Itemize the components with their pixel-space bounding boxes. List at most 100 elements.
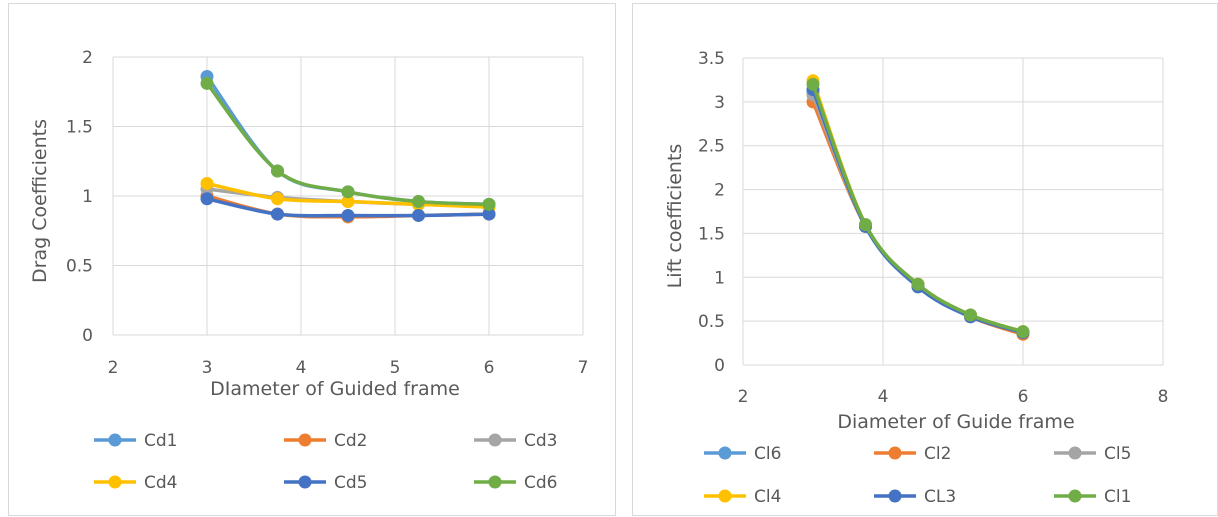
- x-tick-label: 3: [202, 358, 213, 378]
- data-point: [341, 185, 355, 199]
- x-tick-labels: 2 3 4 5 6 7: [108, 358, 589, 378]
- data-point: [341, 195, 355, 209]
- series-layer: [806, 74, 1030, 341]
- data-point: [911, 277, 925, 291]
- data-point: [412, 195, 425, 209]
- data-point: [200, 192, 214, 206]
- series-cd6: [200, 76, 496, 211]
- legend-swatch-marker: [108, 433, 122, 447]
- series-cl2: [806, 95, 1030, 341]
- data-point: [964, 308, 977, 322]
- y-tick-label: 0: [82, 326, 93, 346]
- data-point: [200, 76, 214, 90]
- x-tick-label: 4: [878, 387, 889, 407]
- legend-item-cl2: Cl2: [874, 444, 951, 464]
- legend-item-cl4: Cl4: [704, 487, 781, 507]
- x-tick-label: 2: [738, 387, 749, 407]
- y-tick-label: 0.5: [698, 312, 725, 332]
- data-point: [341, 208, 355, 222]
- data-point: [271, 207, 284, 221]
- x-tick-label: 2: [108, 358, 119, 378]
- x-tick-label: 7: [578, 358, 589, 378]
- series-cl6: [806, 86, 1030, 340]
- legend-swatch-marker: [488, 475, 502, 489]
- y-tick-label: 1: [82, 187, 93, 207]
- data-point: [200, 176, 214, 190]
- legend-label: Cd5: [334, 473, 367, 493]
- series-layer: [200, 69, 496, 224]
- y-tick-label: 1.5: [66, 118, 93, 138]
- series-cl1: [806, 77, 1030, 339]
- series-cl3: [806, 83, 1030, 340]
- legend: Cd1 Cd2 Cd3 Cd4 Cd5 Cd6: [94, 431, 557, 493]
- legend-item-cd6: Cd6: [474, 473, 557, 493]
- data-point: [271, 164, 284, 178]
- y-tick-label: 2.5: [698, 137, 725, 157]
- y-tick-labels: 0 0.5 1 1.5 2 2.5 3 3.5: [698, 49, 725, 376]
- legend-label: Cd4: [144, 473, 177, 493]
- legend-swatch-marker: [718, 446, 732, 460]
- series-cl4: [806, 74, 1030, 339]
- legend-item-cl6: Cl6: [704, 444, 781, 464]
- x-axis-title: Diameter of Guide frame: [837, 411, 1074, 433]
- legend-item-cl5: Cl5: [1054, 444, 1131, 464]
- series-line: [811, 100, 1025, 337]
- x-tick-label: 8: [1158, 387, 1169, 407]
- legend-swatch-marker: [888, 489, 902, 503]
- y-axis-title: Drag Coefficients: [29, 119, 51, 283]
- data-point: [482, 207, 496, 221]
- legend-swatch-marker: [718, 489, 732, 503]
- legend-swatch-marker: [1068, 446, 1082, 460]
- x-tick-label: 6: [484, 358, 495, 378]
- legend: Cl6 Cl2 Cl5 Cl4 CL3 Cl1: [704, 444, 1131, 507]
- legend-label: Cl2: [924, 444, 951, 464]
- data-point: [271, 192, 284, 206]
- y-tick-labels: 0 0.5 1 1.5 2: [66, 48, 93, 346]
- x-tick-labels: 2 4 6 8: [738, 387, 1169, 407]
- legend-label: Cl4: [754, 487, 781, 507]
- series-cl5: [806, 88, 1030, 340]
- series-line: [811, 87, 1025, 335]
- legend-label: Cl5: [1104, 444, 1131, 464]
- x-tick-label: 6: [1018, 387, 1029, 407]
- y-tick-label: 0.5: [66, 257, 93, 277]
- lift-coefficient-chart: 0 0.5 1 1.5 2 2.5 3 3.5 2 4 6 8 Diameter of Guide …: [664, 49, 1169, 507]
- series-line: [811, 79, 1025, 334]
- plot-grid: [742, 57, 1164, 366]
- legend-label: Cl6: [754, 444, 781, 464]
- series-line: [811, 91, 1025, 335]
- y-tick-label: 2: [714, 181, 725, 201]
- drag-coefficient-chart-panel: 0 0.5 1 1.5 2 2 3 4 5 6 7 DIameter of Guided fram…: [8, 3, 616, 516]
- legend-swatch-marker: [108, 475, 122, 489]
- legend-swatch-marker: [888, 446, 902, 460]
- legend-label: Cd6: [524, 473, 557, 493]
- data-point: [859, 218, 872, 232]
- drag-coefficient-chart: 0 0.5 1 1.5 2 2 3 4 5 6 7 DIameter of Guided fram…: [29, 48, 589, 493]
- legend-item-cd1: Cd1: [94, 431, 177, 451]
- data-point: [482, 197, 496, 211]
- lift-coefficient-chart-panel: 0 0.5 1 1.5 2 2.5 3 3.5 2 4 6 8 Diameter of Guide …: [632, 3, 1218, 516]
- series-cd5: [200, 192, 496, 222]
- y-axis-title: Lift coefficients: [664, 144, 686, 289]
- legend-label: Cd2: [334, 431, 367, 451]
- x-tick-label: 4: [296, 358, 307, 378]
- data-point: [806, 77, 820, 91]
- y-tick-label: 1: [714, 268, 725, 288]
- plot-grid: [112, 56, 584, 336]
- legend-item-cd5: Cd5: [284, 473, 367, 493]
- legend-item-cl3: CL3: [874, 487, 956, 507]
- legend-item-cl1: Cl1: [1054, 487, 1131, 507]
- data-point: [412, 208, 425, 222]
- legend-swatch-marker: [1068, 489, 1082, 503]
- legend-swatch-marker: [298, 433, 312, 447]
- legend-swatch-marker: [298, 475, 312, 489]
- series-line: [811, 93, 1025, 335]
- data-point: [1016, 325, 1030, 339]
- legend-item-cd4: Cd4: [94, 473, 177, 493]
- legend-swatch-marker: [488, 433, 502, 447]
- y-tick-label: 2: [82, 48, 93, 68]
- y-tick-label: 3: [714, 93, 725, 113]
- legend-label: Cd3: [524, 431, 557, 451]
- series-line: [811, 82, 1025, 334]
- y-tick-label: 1.5: [698, 224, 725, 244]
